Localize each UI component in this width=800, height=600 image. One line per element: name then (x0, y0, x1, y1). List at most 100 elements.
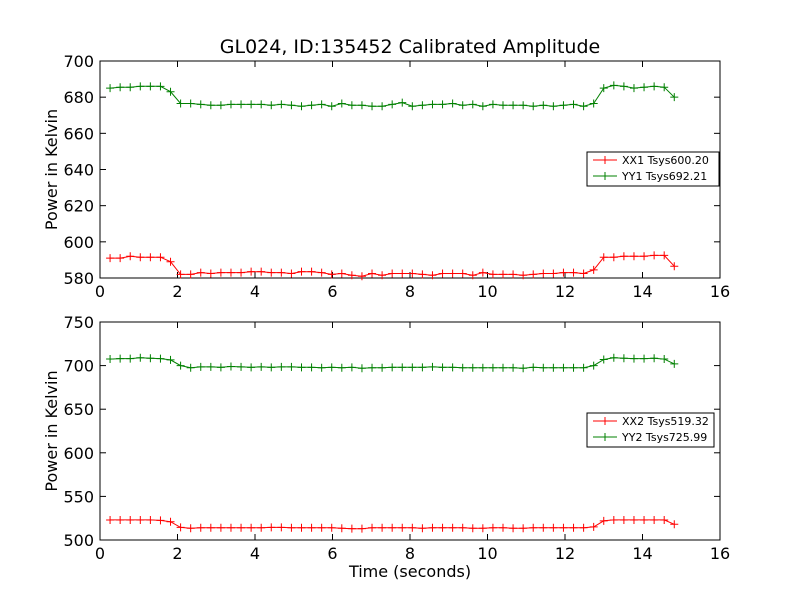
data-point (357, 101, 366, 110)
data-point (106, 355, 115, 364)
data-point (297, 102, 306, 111)
data-point (619, 252, 628, 261)
data-point (156, 516, 165, 525)
data-point (257, 362, 266, 371)
data-point (438, 100, 447, 109)
data-point (237, 362, 246, 371)
data-point (589, 99, 598, 108)
data-point (579, 363, 588, 372)
data-point (146, 354, 155, 363)
data-point (408, 102, 417, 111)
series-1-1 (106, 353, 679, 373)
data-point (327, 523, 336, 532)
data-point (519, 364, 528, 373)
data-point (317, 268, 326, 277)
data-point (317, 100, 326, 109)
data-point (237, 268, 246, 277)
data-point (277, 362, 286, 371)
data-point (438, 269, 447, 278)
data-point (237, 100, 246, 109)
data-point (519, 271, 528, 280)
x-tick-label: 0 (95, 282, 105, 301)
data-point (136, 515, 145, 524)
data-point (619, 354, 628, 363)
data-point (640, 515, 649, 524)
data-point (327, 363, 336, 372)
data-point (307, 101, 316, 110)
data-point (619, 82, 628, 91)
x-tick-label: 12 (555, 282, 575, 301)
data-point (549, 523, 558, 532)
data-point (539, 101, 548, 110)
data-point (529, 363, 538, 372)
data-point (277, 523, 286, 532)
data-point (660, 83, 669, 92)
data-point (418, 270, 427, 279)
y-tick-label: 500 (63, 531, 94, 550)
legend-marker (601, 433, 609, 441)
data-point (116, 354, 125, 363)
data-point (196, 523, 205, 532)
data-point (529, 270, 538, 279)
data-point (660, 515, 669, 524)
data-point (670, 93, 679, 102)
data-point (559, 268, 568, 277)
data-point (116, 83, 125, 92)
data-point (539, 523, 548, 532)
data-point (629, 515, 638, 524)
data-point (156, 354, 165, 363)
data-point (428, 523, 437, 532)
data-point (488, 270, 497, 279)
legend: XX2 Tsys519.32 YY2 Tsys725.99 (586, 412, 715, 448)
x-tick-label: 10 (477, 282, 497, 301)
data-point (368, 269, 377, 278)
data-point (549, 102, 558, 111)
data-point (206, 269, 215, 278)
data-point (357, 364, 366, 373)
data-point (297, 267, 306, 276)
data-point (609, 353, 618, 362)
x-tick-label: 14 (632, 544, 652, 563)
data-point (307, 267, 316, 276)
data-point (549, 363, 558, 372)
data-point (599, 253, 608, 262)
data-point (629, 252, 638, 261)
data-point (650, 251, 659, 260)
data-point (670, 520, 679, 529)
data-point (368, 363, 377, 372)
data-point (287, 101, 296, 110)
legend-marker (601, 156, 609, 164)
data-point (176, 270, 185, 279)
data-point (458, 101, 467, 110)
data-point (368, 102, 377, 111)
data-point (589, 522, 598, 531)
x-tick-label: 16 (710, 282, 730, 301)
data-point (408, 269, 417, 278)
y-tick-label: 700 (63, 52, 94, 71)
x-tick-label: 10 (477, 544, 497, 563)
data-point (559, 363, 568, 372)
series-1-0 (106, 515, 679, 533)
data-point (126, 515, 135, 524)
data-point (126, 83, 135, 92)
data-point (116, 515, 125, 524)
data-point (579, 269, 588, 278)
data-point (126, 252, 135, 261)
data-point (186, 270, 195, 279)
y-tick-label: 750 (63, 313, 94, 332)
data-point (488, 100, 497, 109)
data-point (237, 523, 246, 532)
data-point (307, 523, 316, 532)
data-point (267, 268, 276, 277)
legend-box (586, 151, 720, 187)
data-point (337, 269, 346, 278)
x-tick-label: 14 (632, 282, 652, 301)
data-point (619, 515, 628, 524)
data-point (226, 268, 235, 277)
data-point (559, 523, 568, 532)
data-point (589, 265, 598, 274)
data-point (478, 268, 487, 277)
data-point (529, 523, 538, 532)
